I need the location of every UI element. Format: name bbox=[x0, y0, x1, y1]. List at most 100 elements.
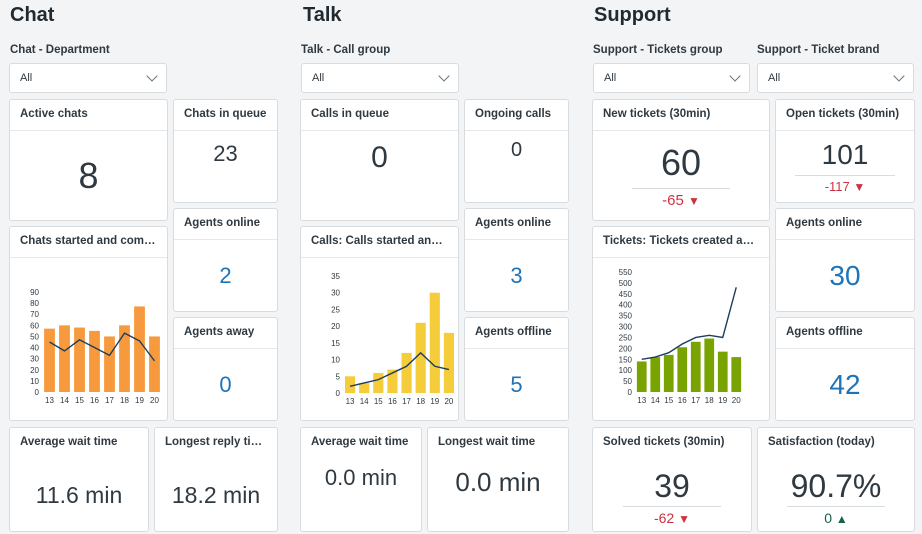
x-tick-label: 15 bbox=[664, 396, 673, 405]
satisfaction-card: Satisfaction (today) 90.7% 0 ▲ bbox=[757, 427, 915, 532]
x-tick-label: 20 bbox=[444, 397, 453, 406]
card-title: Longest reply time bbox=[165, 436, 268, 448]
y-tick-label: 30 bbox=[30, 355, 39, 364]
y-tick-label: 30 bbox=[331, 289, 340, 298]
support-agents-offline-value: 42 bbox=[829, 368, 861, 400]
talk-avg-wait-card: Average wait time 0.0 min bbox=[300, 427, 422, 532]
x-tick-label: 17 bbox=[402, 397, 411, 406]
bar bbox=[387, 369, 398, 393]
y-tick-label: 90 bbox=[30, 288, 39, 297]
support-agents-offline-card: Agents offline 42 bbox=[775, 317, 915, 421]
bar bbox=[89, 330, 100, 392]
y-tick-label: 20 bbox=[331, 322, 340, 331]
bar bbox=[690, 341, 701, 392]
y-tick-label: 10 bbox=[30, 377, 39, 386]
chats-in-queue-card: Chats in queue 23 bbox=[173, 99, 278, 203]
chat-department-select[interactable]: All bbox=[9, 63, 167, 93]
bar bbox=[59, 325, 70, 392]
x-tick-label: 13 bbox=[637, 396, 646, 405]
card-title: Tickets: Tickets created and ... bbox=[593, 227, 769, 258]
chats-in-queue-value: 23 bbox=[213, 141, 238, 166]
x-tick-label: 16 bbox=[388, 397, 397, 406]
x-tick-label: 15 bbox=[374, 397, 383, 406]
card-title: Agents away bbox=[174, 318, 277, 349]
chat-agents-online-card: Agents online 2 bbox=[173, 208, 278, 312]
talk-section-title: Talk bbox=[303, 4, 342, 26]
card-title: Ongoing calls bbox=[465, 100, 568, 131]
x-tick-label: 20 bbox=[732, 396, 741, 405]
y-tick-label: 15 bbox=[331, 339, 340, 348]
solved-tickets-delta: -62 ▼ bbox=[623, 506, 721, 526]
talk-call-group-select[interactable]: All bbox=[301, 63, 459, 93]
longest-wait-card: Longest wait time 0.0 min bbox=[427, 427, 569, 532]
longest-reply-card: Longest reply time 18.2 min bbox=[154, 427, 278, 532]
talk-agents-offline-card: Agents offline 5 bbox=[464, 317, 569, 421]
y-tick-label: 150 bbox=[619, 355, 633, 364]
card-title: Active chats bbox=[10, 100, 167, 131]
select-value: All bbox=[604, 72, 617, 84]
active-chats-card: Active chats 8 bbox=[9, 99, 168, 221]
chevron-down-icon bbox=[146, 70, 158, 82]
y-tick-label: 10 bbox=[331, 356, 340, 365]
ticket-brand-select[interactable]: All bbox=[757, 63, 914, 93]
delta-value: -62 bbox=[653, 510, 675, 526]
ongoing-calls-value: 0 bbox=[510, 139, 523, 161]
y-tick-label: 500 bbox=[619, 279, 633, 288]
y-tick-label: 70 bbox=[30, 310, 39, 319]
bar bbox=[74, 327, 85, 392]
bar bbox=[44, 328, 55, 392]
card-title: Solved tickets (30min) bbox=[603, 436, 725, 448]
x-tick-label: 15 bbox=[75, 396, 84, 405]
y-tick-label: 400 bbox=[619, 301, 633, 310]
bar bbox=[636, 361, 647, 392]
triangle-down-icon: ▼ bbox=[678, 512, 690, 526]
card-title: Satisfaction (today) bbox=[768, 436, 875, 448]
y-tick-label: 5 bbox=[336, 372, 341, 381]
x-tick-label: 18 bbox=[705, 396, 714, 405]
x-tick-label: 13 bbox=[45, 396, 54, 405]
y-tick-label: 20 bbox=[30, 366, 39, 375]
y-tick-label: 250 bbox=[619, 333, 633, 342]
bar bbox=[134, 306, 145, 392]
series-line bbox=[641, 287, 737, 360]
solved-tickets-card: Solved tickets (30min) 39 -62 ▼ bbox=[592, 427, 752, 532]
bar bbox=[119, 325, 130, 392]
y-tick-label: 35 bbox=[331, 272, 340, 281]
card-title: New tickets (30min) bbox=[593, 100, 769, 131]
y-tick-label: 50 bbox=[623, 377, 632, 386]
chat-department-label: Chat - Department bbox=[10, 44, 110, 56]
talk-avg-wait-value: 0.0 min bbox=[324, 465, 398, 490]
ticket-brand-label: Support - Ticket brand bbox=[757, 44, 880, 56]
card-title: Chats started and compl... bbox=[10, 227, 167, 258]
bar bbox=[717, 351, 728, 392]
bar bbox=[401, 352, 412, 393]
bar bbox=[429, 292, 440, 393]
y-tick-label: 0 bbox=[628, 388, 633, 397]
chat-avg-wait-value: 11.6 min bbox=[35, 481, 123, 508]
card-title: Agents online bbox=[174, 209, 277, 240]
x-tick-label: 14 bbox=[360, 397, 369, 406]
y-tick-label: 0 bbox=[336, 389, 341, 398]
bar bbox=[104, 336, 115, 392]
chevron-down-icon bbox=[893, 70, 905, 82]
bar bbox=[344, 376, 356, 393]
bar bbox=[443, 332, 455, 393]
open-tickets-card: Open tickets (30min) 101 -117 ▼ bbox=[775, 99, 915, 203]
new-tickets-card: New tickets (30min) 60 -65 ▼ bbox=[592, 99, 770, 221]
chevron-down-icon bbox=[438, 70, 450, 82]
card-title: Calls in queue bbox=[301, 100, 458, 131]
satisfaction-value: 90.7% bbox=[790, 468, 882, 504]
y-tick-label: 300 bbox=[619, 323, 633, 332]
x-tick-label: 16 bbox=[90, 396, 99, 405]
y-tick-label: 350 bbox=[619, 312, 633, 321]
x-tick-label: 14 bbox=[651, 396, 660, 405]
tickets-group-select[interactable]: All bbox=[593, 63, 750, 93]
y-tick-label: 80 bbox=[30, 299, 39, 308]
bar bbox=[650, 357, 661, 392]
x-tick-label: 13 bbox=[346, 397, 355, 406]
tickets-group-label: Support - Tickets group bbox=[593, 44, 723, 56]
y-tick-label: 60 bbox=[30, 321, 39, 330]
support-agents-online-value: 30 bbox=[829, 259, 861, 291]
calls-in-queue-value: 0 bbox=[371, 141, 388, 174]
